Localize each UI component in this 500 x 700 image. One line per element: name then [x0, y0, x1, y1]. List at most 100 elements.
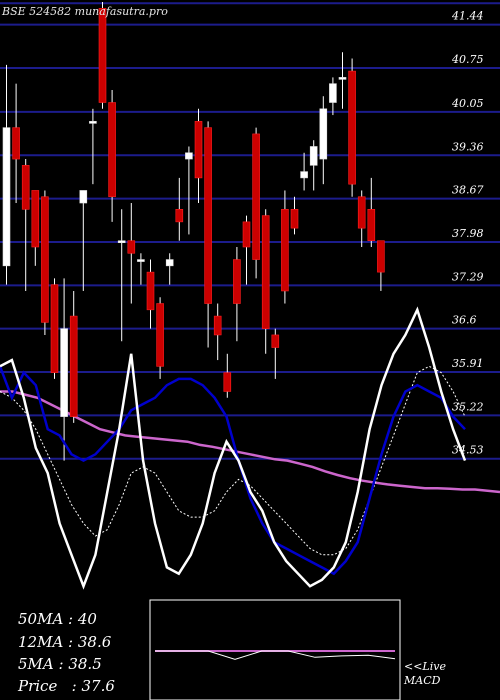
y-tick-label: 34.53 [452, 444, 484, 457]
candle-body-down [12, 127, 20, 160]
candle [377, 240, 385, 291]
candle [175, 177, 184, 241]
stat-label: Price [18, 677, 58, 695]
y-tick-label: 36.6 [452, 314, 477, 327]
candle-body-down [31, 190, 40, 248]
exchange-name: BSE [2, 5, 26, 18]
stat-separator: : [63, 633, 78, 651]
candle-body-up [329, 83, 337, 103]
stat-price: Price : 37.6 [18, 679, 115, 694]
y-tick-label: 35.22 [452, 400, 484, 413]
candle [137, 253, 145, 285]
macd-line [155, 650, 396, 660]
candle-body-up [165, 259, 174, 267]
candle-body-up [300, 171, 308, 179]
candle-body-down [213, 315, 222, 336]
candle-body-up [137, 259, 145, 262]
candle-body-down [204, 127, 212, 304]
candle-body-up [309, 146, 318, 166]
stat-label: 50MA [18, 610, 64, 628]
candle [357, 190, 366, 247]
candle [31, 190, 40, 266]
candle-body-down [69, 315, 78, 417]
candle [233, 246, 241, 342]
candle-body-down [223, 372, 232, 392]
y-tick-label: 41.78 [451, 0, 484, 1]
y-tick-label: 39.36 [452, 140, 484, 153]
candle [69, 290, 78, 423]
candle [348, 58, 356, 197]
candle [281, 190, 289, 304]
stat-value: 40 [77, 610, 97, 628]
stock-code: 524582 [29, 5, 72, 18]
moving-averages [0, 390, 500, 494]
y-tick-label: 35.91 [452, 357, 484, 370]
y-tick-label: 38.67 [452, 184, 484, 197]
candle [2, 64, 11, 285]
candle-body-down [271, 334, 280, 348]
stat-label: 12MA [18, 633, 64, 651]
stat-separator: : [63, 610, 78, 628]
macd-label: MACD [404, 674, 441, 687]
candle [261, 209, 270, 354]
candle [223, 353, 232, 398]
candle-body-down [252, 133, 260, 260]
candle-body-up [185, 152, 193, 160]
candle [146, 259, 155, 329]
source-watermark: munafasutra.pro [74, 5, 168, 18]
stat-value: 38.5 [68, 655, 102, 673]
macd-panel [149, 599, 401, 700]
candle-body-up [60, 328, 68, 417]
candle-body-down [50, 284, 59, 373]
candle [98, 2, 107, 109]
candle [329, 77, 337, 116]
candle-body-down [194, 121, 203, 179]
candle [79, 190, 88, 291]
stat-12ma: 12MA : 38.6 [18, 635, 111, 650]
candle [194, 108, 203, 204]
macd-live-label: <<Live [404, 660, 446, 673]
stat-separator: : [53, 655, 69, 673]
candle [367, 177, 376, 247]
candle [213, 303, 222, 361]
candle [300, 152, 308, 191]
stat-value: 38.6 [77, 633, 112, 651]
candle [165, 253, 174, 285]
candle-body-down [21, 165, 30, 210]
candle [108, 89, 116, 222]
y-tick-label: 41.44 [451, 10, 484, 23]
candle-body-down [98, 7, 107, 103]
candle [309, 140, 318, 191]
candle [21, 159, 30, 291]
y-tick-label: 37.29 [452, 270, 484, 283]
oscillator-signal-line [0, 365, 466, 556]
candle-body-up [319, 108, 328, 160]
candle [271, 328, 280, 379]
candle-body-down [357, 196, 366, 229]
candle [127, 203, 136, 304]
candle-body-down [367, 209, 376, 242]
candle [89, 108, 97, 185]
candle [50, 278, 59, 379]
candle [319, 96, 328, 185]
ma-mid-line [0, 365, 466, 576]
candle-body-up [338, 77, 347, 80]
candle-body-down [175, 209, 184, 223]
candle-body-down [281, 209, 289, 292]
candlesticks [2, 2, 385, 461]
oscillator-panel [0, 306, 467, 590]
candle [12, 83, 20, 204]
candle [60, 278, 68, 461]
candle-body-up [117, 240, 126, 244]
candle-body-down [348, 70, 356, 185]
candle [185, 146, 193, 235]
y-tick-label: 40.05 [451, 97, 484, 110]
stat-label: 5MA [18, 655, 54, 673]
stat-separator: : [57, 677, 82, 695]
candle-body-down [242, 221, 251, 248]
stat-5ma: 5MA : 38.5 [18, 657, 102, 672]
candle-body-down [156, 303, 164, 367]
candle-body-up [89, 121, 97, 124]
ma-long-line [0, 390, 500, 494]
